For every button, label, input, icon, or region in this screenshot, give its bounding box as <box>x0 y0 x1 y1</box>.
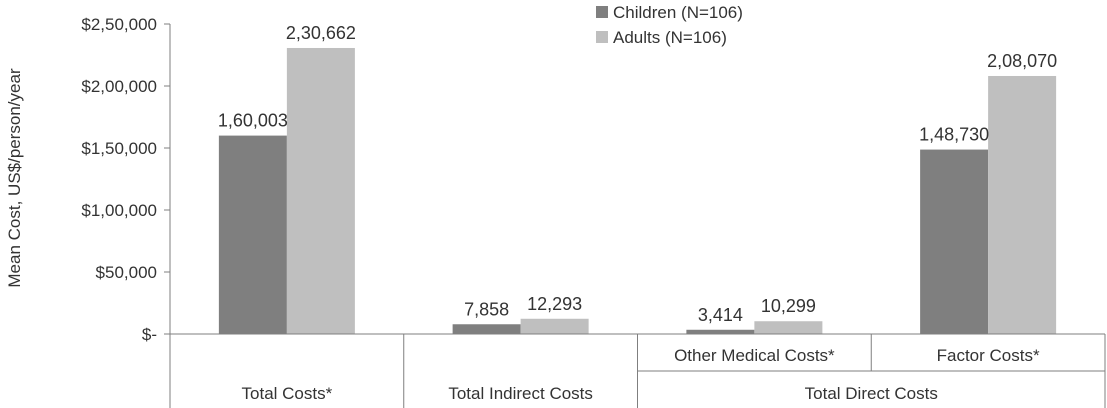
bar-value-label: 3,414 <box>698 305 743 325</box>
y-axis-title: Mean Cost, US$/person/year <box>5 68 24 288</box>
bars <box>218 47 1057 335</box>
x-group-label: Total Costs* <box>242 384 333 403</box>
bar-value-labels: 1,60,003 2,30,662 7,858 12,293 3,414 10,299 1,… <box>218 23 1057 325</box>
y-tick-label: $- <box>142 325 157 344</box>
legend-swatch <box>596 31 608 43</box>
bar-adults <box>988 75 1057 335</box>
bar-children <box>686 329 755 334</box>
legend-swatch <box>596 6 608 18</box>
bar-adults <box>754 321 823 334</box>
x-group-label: Total Direct Costs <box>805 384 938 403</box>
x-category-label: Other Medical Costs* <box>674 346 835 365</box>
bar-children <box>920 149 989 334</box>
bar-adults <box>520 318 589 334</box>
legend-label: Adults (N=106) <box>613 28 727 47</box>
x-axis: Total Costs* Total Indirect Costs Other Me… <box>170 333 1106 408</box>
legend-label: Children (N=106) <box>613 3 743 22</box>
bar-value-label: 1,60,003 <box>218 111 288 131</box>
bar-value-label: 2,30,662 <box>286 23 356 43</box>
bar-value-label: 2,08,070 <box>987 51 1057 71</box>
x-category-label: Factor Costs* <box>937 346 1040 365</box>
bar-adults <box>286 47 355 334</box>
y-tick-label: $50,000 <box>96 263 157 282</box>
y-tick-label: $1,50,000 <box>81 139 157 158</box>
bar-children <box>218 135 287 334</box>
x-group-label: Total Indirect Costs <box>448 384 593 403</box>
y-tick-label: $2,50,000 <box>81 15 157 34</box>
bar-value-label: 1,48,730 <box>919 125 989 145</box>
y-tick-label: $1,00,000 <box>81 201 157 220</box>
bar-value-label: 12,293 <box>527 294 582 314</box>
legend: Children (N=106) Adults (N=106) <box>596 3 743 47</box>
y-tick-label: $2,00,000 <box>81 77 157 96</box>
bar-value-label: 7,858 <box>464 299 509 319</box>
y-axis: $- $50,000 $1,00,000 $1,50,000 $2,00,000 $2,5… <box>81 15 171 408</box>
bar-value-label: 10,299 <box>761 296 816 316</box>
bar-children <box>452 324 521 334</box>
